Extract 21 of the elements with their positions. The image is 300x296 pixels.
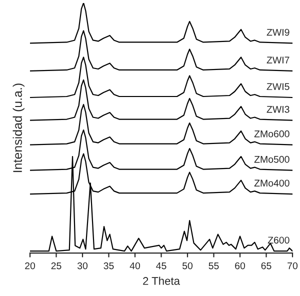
series-label: ZMo400	[254, 180, 290, 187]
series-label: ZWI3	[266, 106, 290, 113]
series-label: Z600	[268, 236, 290, 244]
series-label: ZMo500	[254, 156, 290, 163]
x-tick-label: 60	[235, 262, 246, 270]
x-axis-title: 2 Theta	[143, 276, 180, 285]
x-tick-label: 50	[182, 262, 193, 270]
y-axis-title: Intensidad (u.a.)	[12, 84, 24, 172]
x-tick-label: 65	[261, 262, 272, 270]
series-label: ZWI9	[266, 28, 290, 36]
x-tick-label: 70	[288, 262, 298, 270]
x-tick-label: 30	[77, 262, 88, 270]
series-label: ZWI7	[266, 56, 290, 64]
x-tick-label: 20	[25, 262, 36, 270]
x-tick-label: 35	[104, 262, 114, 270]
x-tick-label: 45	[156, 262, 166, 270]
series-label: ZMo600	[254, 130, 290, 138]
x-tick-label: 40	[130, 262, 140, 270]
x-tick-label: 55	[208, 262, 219, 270]
x-tick-label: 25	[51, 262, 62, 270]
series-label: ZWI5	[266, 83, 290, 90]
